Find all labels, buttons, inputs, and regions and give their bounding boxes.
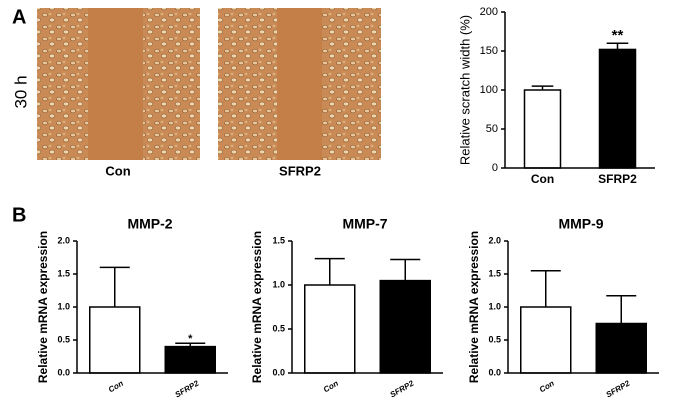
y-tick-label: 200 <box>480 6 498 18</box>
time-label: 30 h <box>11 75 30 108</box>
micrograph-con <box>37 8 200 160</box>
y-tick-label: 50 <box>486 123 498 135</box>
panel-label: B <box>12 204 26 226</box>
x-tick-label: SFRP2 <box>598 172 637 186</box>
x-tick-label: SFRP2 <box>604 378 631 399</box>
significance: ** <box>612 27 624 44</box>
micrograph-sfrp2 <box>218 8 381 160</box>
y-tick-label: 1.5 <box>272 235 285 245</box>
x-tick-label: Con <box>538 379 556 395</box>
y-tick-label: 0.5 <box>488 334 501 344</box>
bar <box>89 306 141 374</box>
x-tick-label: Con <box>107 379 125 395</box>
panel-label: A <box>12 6 26 28</box>
significance: * <box>188 333 193 345</box>
x-tick-label: SFRP2 <box>173 378 200 399</box>
y-tick-label: 150 <box>480 45 498 57</box>
bar <box>520 306 572 374</box>
chart-title: MMP-2 <box>127 216 172 232</box>
y-tick-label: 1.0 <box>57 301 70 311</box>
bar <box>379 279 431 374</box>
y-axis-label: Relative mRNA expression <box>250 231 264 383</box>
chart-title: MMP-7 <box>342 216 387 232</box>
x-tick-label: Con <box>322 379 340 395</box>
bar <box>598 48 637 169</box>
y-tick-label: 100 <box>480 84 498 96</box>
y-tick-label: 1.0 <box>272 279 285 289</box>
y-tick-label: 2.0 <box>57 235 70 245</box>
x-tick-label: SFRP2 <box>388 378 415 399</box>
y-tick-label: 0.0 <box>488 367 501 377</box>
y-tick-label: 0.5 <box>272 323 285 333</box>
y-tick-label: 1.5 <box>57 268 70 278</box>
y-tick-label: 0.0 <box>272 367 285 377</box>
bar <box>595 322 647 374</box>
y-tick-label: 1.0 <box>488 301 501 311</box>
y-tick-label: 0 <box>492 162 498 174</box>
x-tick-label: Con <box>531 172 554 186</box>
y-tick-label: 1.5 <box>488 268 501 278</box>
y-axis-label: Relative mRNA expression <box>467 231 481 383</box>
image-label: SFRP2 <box>279 163 321 178</box>
y-tick-label: 0.5 <box>57 334 70 344</box>
y-axis-label: Relative scratch width (%) <box>457 15 472 165</box>
bar <box>523 89 562 169</box>
bar <box>304 284 356 374</box>
chart-title: MMP-9 <box>558 216 603 232</box>
bar <box>164 345 216 374</box>
y-axis-label: Relative mRNA expression <box>36 231 50 383</box>
y-tick-label: 2.0 <box>488 235 501 245</box>
y-tick-label: 0.0 <box>57 367 70 377</box>
image-label: Con <box>105 163 130 178</box>
